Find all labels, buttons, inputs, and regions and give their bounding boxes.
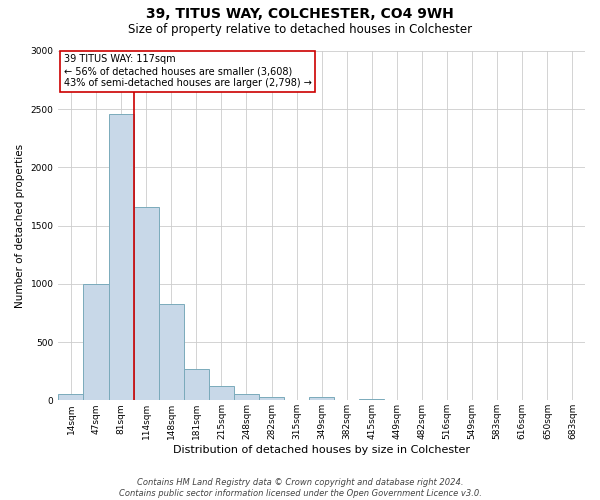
- Bar: [159, 304, 184, 400]
- Text: 39, TITUS WAY, COLCHESTER, CO4 9WH: 39, TITUS WAY, COLCHESTER, CO4 9WH: [146, 8, 454, 22]
- Bar: [83, 284, 109, 401]
- Bar: [359, 399, 385, 400]
- Bar: [58, 394, 83, 400]
- Y-axis label: Number of detached properties: Number of detached properties: [15, 144, 25, 308]
- Bar: [209, 386, 234, 400]
- Bar: [134, 207, 159, 400]
- X-axis label: Distribution of detached houses by size in Colchester: Distribution of detached houses by size …: [173, 445, 470, 455]
- Bar: [309, 398, 334, 400]
- Bar: [109, 114, 134, 401]
- Bar: [234, 394, 259, 400]
- Text: Size of property relative to detached houses in Colchester: Size of property relative to detached ho…: [128, 22, 472, 36]
- Bar: [259, 397, 284, 400]
- Text: 39 TITUS WAY: 117sqm
← 56% of detached houses are smaller (3,608)
43% of semi-de: 39 TITUS WAY: 117sqm ← 56% of detached h…: [64, 54, 311, 88]
- Bar: [184, 369, 209, 400]
- Text: Contains HM Land Registry data © Crown copyright and database right 2024.
Contai: Contains HM Land Registry data © Crown c…: [119, 478, 481, 498]
